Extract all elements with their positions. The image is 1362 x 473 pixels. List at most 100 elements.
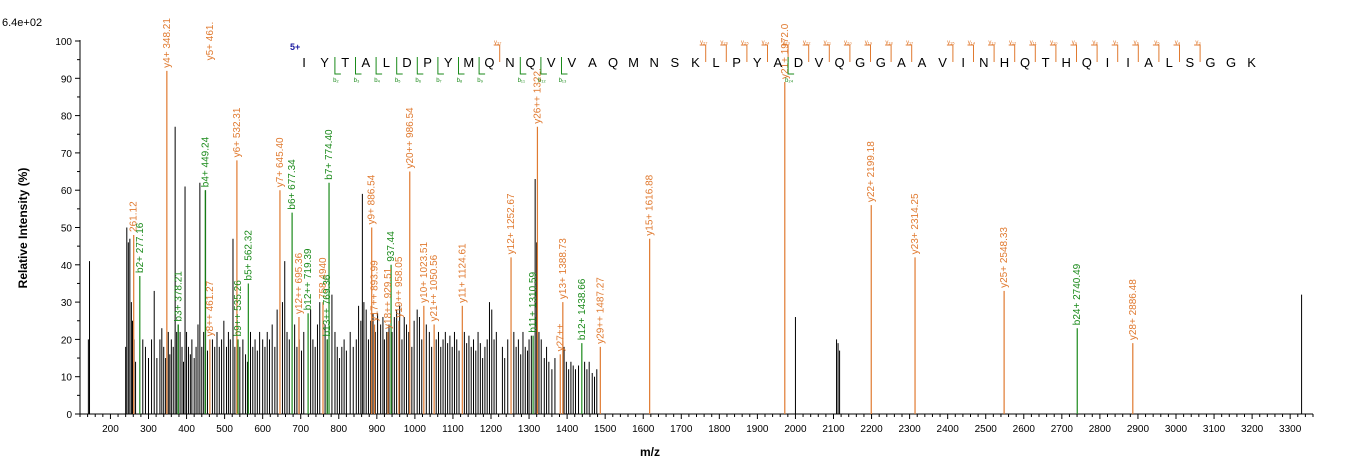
y-ion-mark-label: y₃₇	[494, 40, 502, 46]
sequence-residue: Q	[835, 55, 845, 70]
peak-label: b6+ 677.34	[287, 159, 298, 210]
y-ion-mark	[1049, 44, 1057, 62]
sequence-residue: L	[1166, 55, 1173, 70]
y-ion-mark	[843, 44, 851, 62]
sequence-residue: Q	[484, 55, 494, 70]
y-ion-mark	[1091, 44, 1098, 62]
y-tick-label: 40	[61, 261, 73, 272]
sequence-residue: S	[670, 55, 679, 70]
sequence-residue: L	[712, 55, 719, 70]
sequence-residue: M	[463, 55, 474, 70]
sequence-residue: A	[897, 55, 906, 70]
y-ion-mark	[1008, 44, 1016, 62]
y-ion-mark	[967, 44, 974, 62]
peak-label: y5+ 461.	[205, 22, 216, 61]
sequence-residue: V	[547, 55, 556, 70]
b-ion-mark	[416, 57, 424, 75]
y-tick-label: 30	[61, 298, 73, 309]
y-axis-title: Relative Intensity (%)	[16, 168, 30, 289]
y-ion-mark-label: y₁₅	[947, 40, 955, 46]
sequence-residue: H	[1000, 55, 1009, 70]
peak-label: b5+ 562.32	[243, 230, 254, 281]
peak-label: y19++ 958.05	[394, 256, 405, 318]
y-ion-mark-label: y₄	[1175, 40, 1181, 46]
sequence-residue: N	[505, 55, 514, 70]
sequence-residue: D	[402, 55, 411, 70]
x-tick-label: 400	[178, 424, 195, 435]
y-ion-mark-label: y₆	[1134, 40, 1140, 46]
sequence-residue: L	[383, 55, 390, 70]
y-ion-mark-label: y₂₆	[720, 40, 728, 46]
peak-label: y15+ 1616.88	[645, 174, 656, 235]
y-tick-label: 20	[61, 335, 73, 346]
sequence-residue: A	[588, 55, 597, 70]
y-ion-mark	[885, 44, 892, 62]
peak-label: b3+ 378.21	[173, 271, 184, 322]
x-tick-label: 1400	[556, 424, 579, 435]
y-ion-mark	[782, 44, 789, 62]
y-tick-label: 50	[61, 224, 73, 235]
y-ion-mark-label: y₁₄	[968, 40, 976, 46]
peak-label: 758.4940	[318, 257, 329, 299]
sequence-residue: A	[361, 55, 370, 70]
y-ion-mark-label: y₁₂	[1009, 40, 1017, 46]
peak-label: y11+ 1124.61	[457, 243, 468, 303]
x-tick-label: 700	[292, 424, 309, 435]
b-ion-mark-label: b₁₁	[518, 78, 525, 84]
peak-label: b9++ 535.26	[233, 280, 244, 337]
x-tick-label: 2800	[1089, 424, 1112, 435]
b-ion-mark-label: b₃	[354, 78, 360, 84]
peaks	[87, 70, 1303, 414]
x-tick-label: 1600	[632, 424, 655, 435]
y-ion-mark-label: y₂₇	[700, 40, 707, 46]
sequence-residue: K	[691, 55, 700, 70]
peak-label: y8++ 461.27	[205, 280, 216, 336]
x-tick-label: 800	[330, 424, 347, 435]
peak-label: y23+ 2314.25	[910, 193, 921, 254]
y-ion-mark	[802, 44, 810, 62]
y-ion-mark	[1029, 44, 1036, 62]
axes: 0 10 20 30 40 50 60 70 80 90 100 200 300 400 500 600 700…	[55, 37, 1314, 435]
x-tick-label: 1900	[746, 424, 769, 435]
x-tick-label: 1300	[518, 424, 541, 435]
peak-label: y12+ 1252.67	[506, 193, 517, 254]
y-ion-mark	[1173, 44, 1180, 62]
b-ion-mark-label: b₄	[374, 78, 380, 84]
peak-label: b12+ 1438.66	[577, 278, 588, 340]
x-tick-label: 2300	[898, 424, 921, 435]
sequence-residue: I	[302, 55, 306, 70]
sequence-residue: I	[961, 55, 965, 70]
x-tick-label: 1800	[708, 424, 731, 435]
scale-label: 6.4e+02	[2, 17, 42, 29]
x-tick-label: 300	[140, 424, 157, 435]
x-tick-label: 1200	[480, 424, 503, 435]
y-ion-mark	[740, 44, 748, 62]
peak-label: y18++ 929.51	[383, 267, 394, 329]
sequence-residue: Q	[1082, 55, 1092, 70]
x-tick-label: 2000	[784, 424, 807, 435]
x-tick-label: 2600	[1013, 424, 1036, 435]
b-ion-mark	[458, 57, 465, 75]
peak-label: y22+ 2199.18	[866, 141, 877, 202]
x-tick-label: 2100	[822, 424, 845, 435]
peak-label: y20++ 986.54	[405, 107, 416, 169]
y-ion-mark-label: y₂₃	[782, 40, 790, 46]
x-axis-title: m/z	[640, 445, 660, 459]
x-tick-label: 200	[102, 424, 119, 435]
y-ion-mark-label: y₂₅	[741, 40, 749, 46]
peak-label: y21++ 1050.56	[429, 254, 440, 321]
sequence-residue: A	[1144, 55, 1153, 70]
sequence-residue: S	[1185, 55, 1194, 70]
y-ion-mark	[720, 44, 727, 62]
x-tick-label: 2700	[1051, 424, 1074, 435]
y-ion-mark-label: y₈	[1092, 40, 1098, 46]
y-ion-mark-label: y₉	[1072, 40, 1078, 46]
sequence-residue: N	[979, 55, 988, 70]
sequence-residue: G	[855, 55, 865, 70]
y-ion-mark-label: y₃	[1195, 40, 1201, 46]
y-tick-label: 90	[61, 74, 73, 85]
y-ion-mark	[1132, 44, 1139, 62]
y-ion-mark-label: y₁₃	[988, 40, 996, 46]
peak-label: y17++ 893.99	[370, 260, 381, 322]
